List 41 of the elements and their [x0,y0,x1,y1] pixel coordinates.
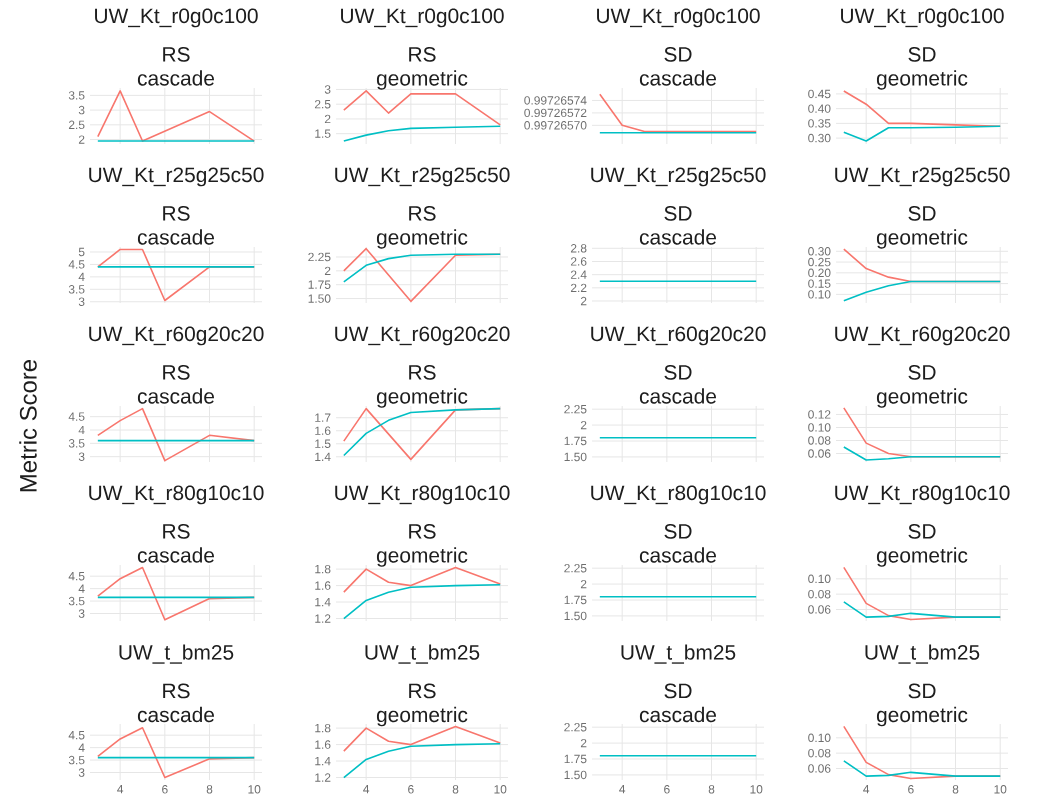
chart-subtitle: RS cascade [137,364,215,404]
chart-subtitle: RS geometric [376,46,468,90]
chart-title: UW_Kt_r25g25c50 [591,167,766,187]
chart-subtitle: RS geometric [376,205,468,249]
chart-subtitle: SD cascade [639,523,717,563]
chart-title: UW_Kt_r60g20c20 [335,326,510,346]
chart-subtitle: RS cascade [137,683,215,723]
chart-title: UW_Kt_r0g0c100 [95,8,258,28]
chart-subtitle: SD geometric [876,523,968,567]
chart-title: UW_Kt_r60g20c20 [89,326,264,346]
chart-subtitle: RS cascade [137,523,215,563]
chart-subtitle: RS cascade [137,46,215,86]
chart-title: UW_Kt_r0g0c100 [597,8,760,28]
chart-subtitle: SD geometric [876,46,968,90]
chart-title: UW_Kt_r0g0c100 [341,8,504,28]
chart-subtitle: RS geometric [376,364,468,408]
chart-subtitle: RS geometric [376,683,468,727]
y-axis-title: Metric Score [19,360,37,492]
chart-title: UW_Kt_r80g10c10 [835,485,1010,505]
chart-subtitle: SD cascade [639,364,717,404]
chart-title: UW_t_bm25 [865,644,980,664]
chart-title: UW_Kt_r25g25c50 [89,167,264,187]
chart-subtitle: RS geometric [376,523,468,567]
chart-title: UW_Kt_r80g10c10 [89,485,264,505]
chart-title: UW_Kt_r60g20c20 [835,326,1010,346]
chart-title: UW_t_bm25 [621,644,736,664]
chart-subtitle: SD geometric [876,364,968,408]
chart-subtitle: SD geometric [876,205,968,249]
chart-subtitle: RS cascade [137,205,215,245]
chart-title: UW_t_bm25 [119,644,234,664]
chart-subtitle: SD geometric [876,683,968,727]
chart-title: UW_Kt_r25g25c50 [835,167,1010,187]
chart-subtitle: SD cascade [639,46,717,86]
chart-title: UW_Kt_r25g25c50 [335,167,510,187]
chart-subtitle: SD cascade [639,683,717,723]
chart-title: UW_Kt_r80g10c10 [591,485,766,505]
chart-title: UW_Kt_r0g0c100 [841,8,1004,28]
chart-title: UW_Kt_r80g10c10 [335,485,510,505]
chart-title: UW_t_bm25 [365,644,480,664]
chart-subtitle: SD cascade [639,205,717,245]
chart-title: UW_Kt_r60g20c20 [591,326,766,346]
